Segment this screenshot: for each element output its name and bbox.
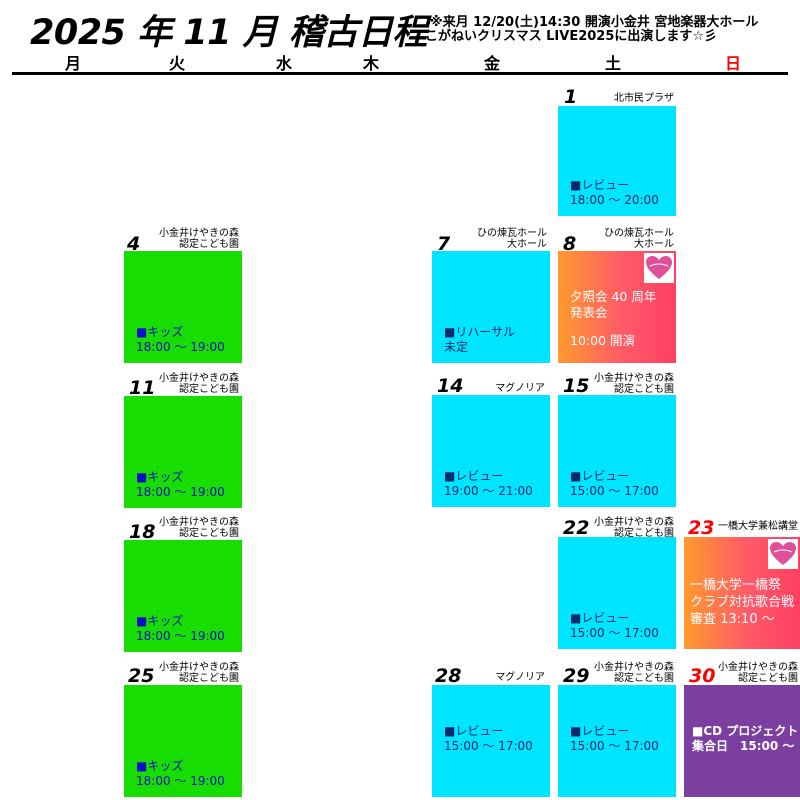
event-text: ■レビュー 15:00 ～ 17:00	[570, 724, 659, 753]
venue-label: ひの煉瓦ホール 大ホール	[604, 228, 674, 250]
venue-label: 北市民プラザ	[614, 93, 674, 104]
day-number: 23	[688, 517, 715, 539]
event-text: ■キッズ 18:00 ～ 19:00	[136, 470, 225, 499]
venue-label: 小金井けやきの森 認定こども園	[594, 517, 674, 539]
day-number: 18	[129, 521, 156, 543]
header-divider	[12, 72, 788, 75]
weekday-sun: 日	[724, 54, 741, 73]
page-title: 2025 年 11 月 稽古日程	[30, 13, 427, 53]
venue-label: マグノリア	[495, 383, 545, 394]
event-text: ■キッズ 18:00 ～ 19:00	[136, 614, 225, 643]
day-number: 25	[128, 665, 155, 687]
event-cell-23[interactable]: 一橋大学一橋祭 クラブ対抗歌合戦 審査 13:10 ～	[684, 537, 800, 649]
event-text: ■キッズ 18:00 ～ 19:00	[136, 325, 225, 354]
event-cell-11[interactable]: ■キッズ 18:00 ～ 19:00	[124, 396, 242, 508]
heart-logo-icon	[644, 253, 674, 283]
day-number: 7	[437, 233, 451, 255]
day-number: 11	[129, 377, 156, 399]
day-number: 1	[564, 86, 578, 108]
event-text: 一橋大学一橋祭 クラブ対抗歌合戦 審査 13:10 ～	[690, 578, 795, 627]
day-number: 14	[437, 375, 464, 397]
event-text: ■レビュー 19:00 ～ 21:00	[444, 469, 533, 498]
venue-label: 一橋大学兼松講堂	[718, 521, 798, 532]
event-text: ■レビュー 15:00 ～ 17:00	[444, 724, 533, 753]
event-text: ■レビュー 15:00 ～ 17:00	[570, 469, 659, 498]
event-cell-4[interactable]: ■キッズ 18:00 ～ 19:00	[124, 251, 242, 363]
day-number: 30	[689, 665, 716, 687]
venue-label: 小金井けやきの森 認定こども園	[159, 517, 239, 539]
event-text: ■CD プロジェクト 集合日 15:00 ～	[692, 724, 799, 753]
event-cell-1[interactable]: ■レビュー 18:00 ～ 20:00	[558, 106, 676, 216]
event-cell-15[interactable]: ■レビュー 15:00 ～ 17:00	[558, 395, 676, 507]
day-number: 22	[563, 517, 590, 539]
day-number: 29	[563, 665, 590, 687]
venue-label: マグノリア	[495, 672, 545, 683]
event-text: ■キッズ 18:00 ～ 19:00	[136, 759, 225, 788]
event-cell-7[interactable]: ■リハーサル 未定	[432, 251, 550, 363]
event-text: ■リハーサル 未定	[444, 325, 516, 354]
notice-line-2: こがねいクリスマス LIVE2025に出演します☆彡	[425, 29, 718, 44]
day-number: 8	[563, 233, 577, 255]
event-cell-29[interactable]: ■レビュー 15:00 ～ 17:00	[558, 685, 676, 797]
notice-line-1: ※来月 12/20(土)14:30 開演小金井 宮地楽器大ホール	[430, 15, 759, 30]
event-cell-30[interactable]: ■CD プロジェクト 集合日 15:00 ～	[684, 685, 800, 797]
event-cell-8[interactable]: 夕照会 40 周年 発表会 10:00 開演	[558, 251, 676, 363]
venue-label: 小金井けやきの森 認定こども園	[718, 662, 798, 684]
event-text: ■レビュー 18:00 ～ 20:00	[570, 178, 659, 207]
event-cell-22[interactable]: ■レビュー 15:00 ～ 17:00	[558, 537, 676, 649]
venue-label: 小金井けやきの森 認定こども園	[159, 228, 239, 250]
weekday-thu: 木	[362, 54, 379, 73]
venue-label: 小金井けやきの森 認定こども園	[594, 373, 674, 395]
venue-label: ひの煉瓦ホール 大ホール	[477, 228, 547, 250]
venue-label: 小金井けやきの森 認定こども園	[159, 373, 239, 395]
day-number: 28	[435, 665, 462, 687]
day-number: 15	[563, 375, 590, 397]
venue-label: 小金井けやきの森 認定こども園	[594, 662, 674, 684]
weekday-fri: 金	[483, 54, 500, 73]
event-text: 夕照会 40 周年 発表会 10:00 開演	[570, 289, 657, 348]
venue-label: 小金井けやきの森 認定こども園	[159, 662, 239, 684]
day-number: 4	[127, 233, 141, 255]
event-cell-25[interactable]: ■キッズ 18:00 ～ 19:00	[124, 685, 242, 797]
weekday-tue: 火	[168, 54, 185, 73]
event-cell-14[interactable]: ■レビュー 19:00 ～ 21:00	[432, 395, 550, 507]
weekday-mon: 月	[64, 54, 81, 73]
weekday-wed: 水	[275, 54, 292, 73]
weekday-sat: 土	[604, 54, 621, 73]
event-cell-28[interactable]: ■レビュー 15:00 ～ 17:00	[432, 685, 550, 797]
event-text: ■レビュー 15:00 ～ 17:00	[570, 611, 659, 640]
heart-logo-icon	[768, 539, 798, 569]
event-cell-18[interactable]: ■キッズ 18:00 ～ 19:00	[124, 540, 242, 652]
